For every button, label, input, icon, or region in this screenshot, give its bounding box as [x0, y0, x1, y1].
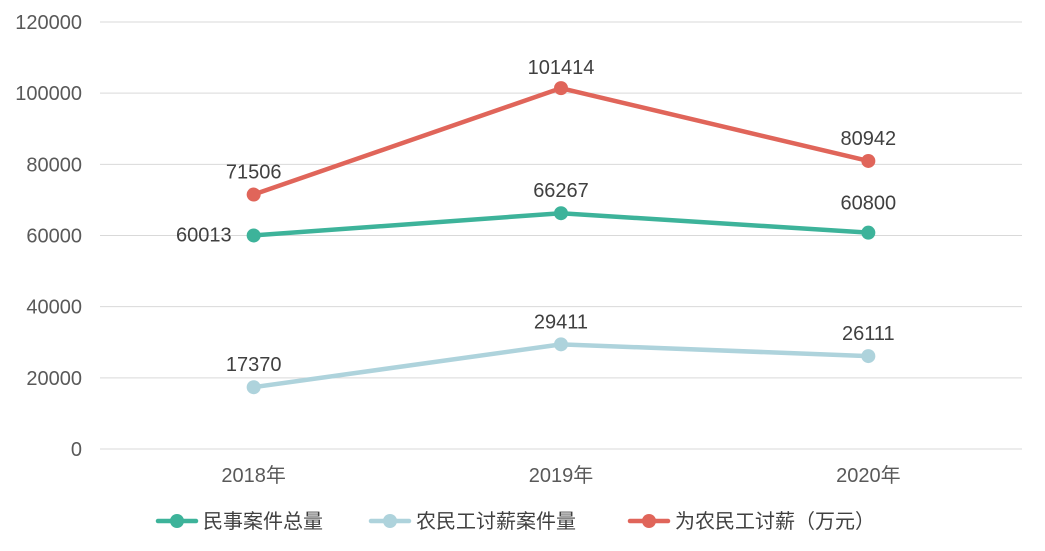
legend-item: 农民工讨薪案件量 — [368, 509, 576, 533]
y-tick-label: 80000 — [26, 154, 82, 176]
data-label: 71506 — [226, 162, 282, 184]
data-label: 80942 — [841, 128, 897, 150]
legend: 民事案件总量 农民工讨薪案件量 为农民工讨薪（万元） — [155, 509, 875, 533]
data-point — [246, 380, 261, 395]
y-tick-label: 100000 — [15, 83, 82, 105]
data-point — [246, 228, 261, 243]
data-point — [861, 349, 876, 364]
data-label: 17370 — [226, 354, 282, 376]
data-label: 101414 — [528, 57, 595, 79]
x-axis: 2018年 2019年 2020年 — [221, 464, 900, 487]
y-tick-label: 60000 — [26, 226, 82, 248]
series-line — [251, 85, 871, 197]
legend-label: 为农民工讨薪（万元） — [675, 509, 875, 533]
legend-swatch-marker — [383, 514, 397, 528]
data-point — [554, 81, 568, 96]
legend-label: 民事案件总量 — [203, 509, 323, 533]
data-point — [246, 187, 261, 202]
data-point — [554, 337, 568, 352]
x-tick-label: 2019年 — [529, 464, 594, 487]
legend-swatch-marker — [642, 514, 656, 528]
y-tick-label: 120000 — [15, 12, 82, 34]
legend-swatch-marker — [170, 514, 184, 528]
legend-item: 为农民工讨薪（万元） — [627, 509, 875, 533]
series-lines — [246, 81, 876, 395]
data-label: 66267 — [533, 180, 589, 202]
data-point — [554, 206, 568, 221]
x-tick-label: 2018年 — [221, 464, 286, 487]
y-axis: 0 20000 40000 60000 80000 100000 120000 — [15, 12, 82, 461]
data-point — [861, 153, 876, 168]
data-label: 29411 — [534, 311, 588, 333]
x-tick-label: 2020年 — [836, 464, 901, 487]
y-tick-label: 20000 — [26, 368, 82, 390]
legend-label: 农民工讨薪案件量 — [416, 509, 576, 533]
data-point — [861, 225, 876, 240]
legend-item: 民事案件总量 — [155, 509, 323, 533]
data-label: 60800 — [841, 193, 897, 215]
data-label: 60013 — [176, 224, 232, 246]
data-label: 26111 — [842, 323, 895, 345]
y-tick-label: 40000 — [26, 297, 82, 319]
y-tick-label: 0 — [71, 439, 82, 461]
data-labels: 60013 66267 60800 17370 29411 26111 71506 10141… — [176, 57, 896, 376]
